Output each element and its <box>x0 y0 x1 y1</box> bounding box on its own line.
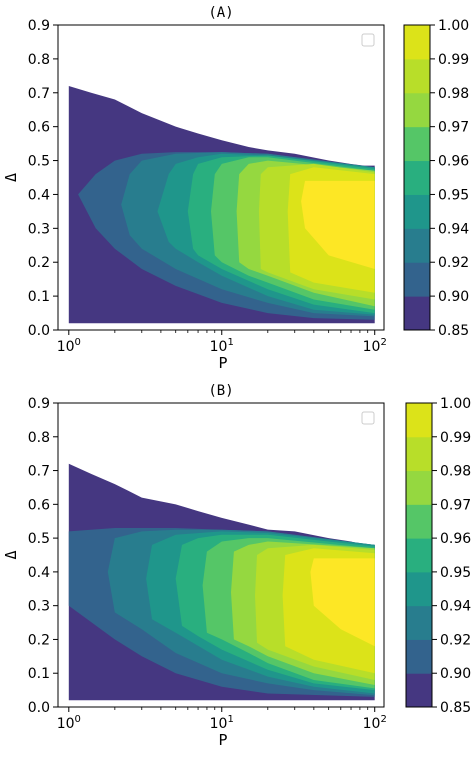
y-tick-label: 0.3 <box>28 221 50 237</box>
colorbar-segment <box>404 126 430 162</box>
y-tick-label: 0.6 <box>28 497 50 513</box>
legend-box <box>361 411 375 425</box>
y-tick-label: 0.6 <box>28 120 50 136</box>
colorbar-frame <box>405 402 433 708</box>
colorbar-segment <box>406 403 432 438</box>
y-tick-label: 0.2 <box>28 255 50 271</box>
y-tick-label: 0.8 <box>28 430 50 446</box>
y-tick-label: 0.5 <box>28 154 50 170</box>
y-tick-label: 0.1 <box>28 666 50 682</box>
colorbar-segment <box>404 92 430 128</box>
colorbar-tick-label: 0.96 <box>440 531 471 547</box>
x-axis-label: P <box>218 354 227 372</box>
colorbar-tick-label: 1.00 <box>438 18 469 34</box>
chart-title: (B) <box>208 383 233 399</box>
colorbar-tick-label: 0.99 <box>438 52 469 68</box>
y-tick-label: 0.4 <box>28 187 50 203</box>
y-tick-label: 0.4 <box>28 565 50 581</box>
y-tick-label: 0.7 <box>28 464 50 480</box>
colorbar-tick-label: 0.97 <box>440 497 471 513</box>
colorbar-segment <box>406 639 432 674</box>
y-axis-label: Δ <box>2 173 20 182</box>
colorbar-segment <box>404 58 430 94</box>
colorbar-tick-label: 0.97 <box>438 120 469 136</box>
chart-panel-a: 0.0 0.1 0.2 0.3 0.4 0.5 0.6 0.7 0.8 0.9 100 101 102 P… <box>2 5 469 372</box>
colorbar-segment <box>404 25 430 60</box>
colorbar-tick-label: 0.90 <box>438 289 469 305</box>
colorbar-segment <box>404 228 430 263</box>
colorbar-segment <box>404 262 430 297</box>
colorbar-segment <box>406 436 432 472</box>
colorbar-frame <box>403 24 431 331</box>
colorbar-tick-label: 0.95 <box>440 565 471 581</box>
colorbar-tick-label: 0.85 <box>438 323 469 339</box>
y-tick-label: 0.3 <box>28 599 50 615</box>
x-axis-label: P <box>218 731 227 749</box>
plot-frame <box>57 402 385 708</box>
colorbar-segment <box>406 605 432 640</box>
x-tick-label: 101 <box>210 714 234 732</box>
colorbar-tick-label: 0.98 <box>440 464 471 480</box>
contour-level <box>301 180 375 269</box>
colorbar-segment <box>406 504 432 539</box>
x-tick-label: 100 <box>57 714 81 732</box>
colorbar-tick-label: 0.96 <box>438 154 469 170</box>
colorbar-tick-label: 0.99 <box>440 430 471 446</box>
colorbar-tick-label: 0.85 <box>440 700 471 716</box>
colorbar-segment <box>406 571 432 607</box>
x-tick-label: 100 <box>57 337 81 355</box>
y-tick-label: 0.1 <box>28 289 50 305</box>
chart-panel-b: 0.0 0.1 0.2 0.3 0.4 0.5 0.6 0.7 0.8 0.9 100 101 102 P… <box>2 383 471 749</box>
colorbar-tick-label: 0.94 <box>440 599 471 615</box>
colorbar-tick-label: 0.95 <box>438 187 469 203</box>
colorbar-segment <box>404 194 430 229</box>
y-tick-label: 0.0 <box>28 700 50 716</box>
legend-box <box>361 33 375 47</box>
colorbar-segment <box>404 160 430 195</box>
y-tick-label: 0.0 <box>28 323 50 339</box>
colorbar-tick-label: 0.92 <box>438 255 469 271</box>
plot-frame <box>57 24 385 331</box>
colorbar-tick-label: 1.00 <box>440 396 471 412</box>
y-tick-label: 0.9 <box>28 396 50 412</box>
x-tick-label: 102 <box>363 337 387 355</box>
colorbar-segment <box>406 538 432 573</box>
y-tick-label: 0.9 <box>28 18 50 34</box>
y-tick-label: 0.7 <box>28 86 50 102</box>
colorbar-segment <box>404 296 430 331</box>
x-tick-label: 102 <box>363 714 387 732</box>
colorbar-segment <box>406 673 432 708</box>
y-axis-label: Δ <box>2 550 20 559</box>
chart-title: (A) <box>208 5 233 21</box>
colorbar-segment <box>406 470 432 505</box>
colorbar-tick-label: 0.92 <box>440 632 471 648</box>
y-tick-label: 0.8 <box>28 52 50 68</box>
contour-level <box>310 558 375 647</box>
x-tick-label: 101 <box>210 337 234 355</box>
y-tick-label: 0.5 <box>28 531 50 547</box>
colorbar-tick-label: 0.98 <box>438 86 469 102</box>
colorbar-tick-label: 0.94 <box>438 221 469 237</box>
y-tick-label: 0.2 <box>28 632 50 648</box>
colorbar-tick-label: 0.90 <box>440 666 471 682</box>
